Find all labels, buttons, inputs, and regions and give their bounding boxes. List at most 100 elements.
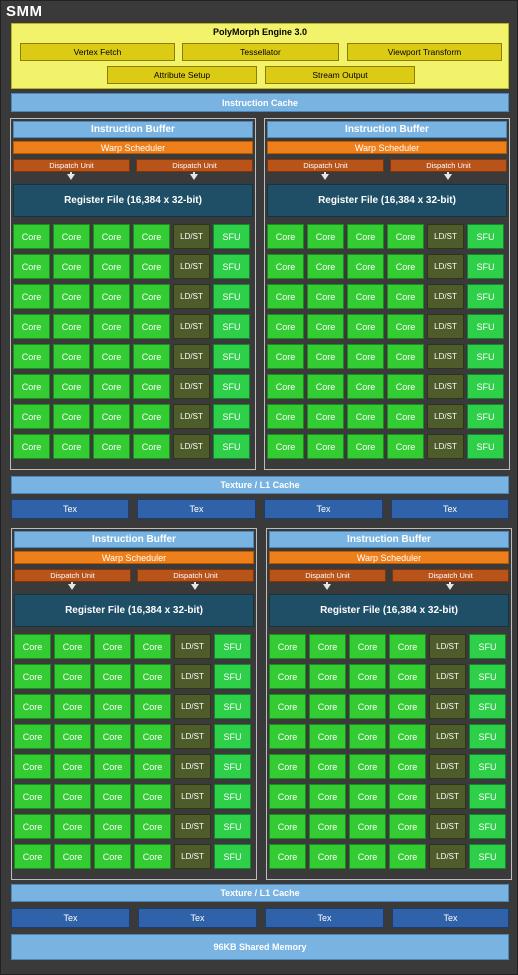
- core-unit: Core: [53, 314, 90, 339]
- core-unit: Core: [267, 284, 304, 309]
- ldst-unit: LD/ST: [174, 694, 211, 719]
- smm-title: SMM: [6, 3, 43, 20]
- warp-scheduler: Warp Scheduler: [14, 551, 254, 564]
- core-unit: Core: [269, 784, 306, 809]
- sfu-unit: SFU: [213, 314, 250, 339]
- texture-l1-cache-top: Texture / L1 Cache: [11, 476, 509, 494]
- core-unit: Core: [309, 844, 346, 869]
- core-unit: Core: [307, 314, 344, 339]
- core-unit: Core: [94, 634, 131, 659]
- ldst-unit: LD/ST: [429, 844, 466, 869]
- core-unit: Core: [347, 284, 384, 309]
- sfu-unit: SFU: [214, 814, 251, 839]
- down-arrow-icon: [190, 174, 198, 180]
- core-unit: Core: [14, 724, 51, 749]
- core-unit: Core: [307, 344, 344, 369]
- ldst-unit: LD/ST: [173, 314, 210, 339]
- core-unit: Core: [349, 844, 386, 869]
- dispatch-unit: Dispatch Unit: [14, 569, 131, 582]
- sfu-unit: SFU: [469, 844, 506, 869]
- smm-processing-block: Instruction Buffer Warp Scheduler Dispatch…: [264, 118, 510, 470]
- core-unit: Core: [267, 314, 304, 339]
- sfu-unit: SFU: [469, 754, 506, 779]
- core-unit: Core: [309, 634, 346, 659]
- core-unit: Core: [387, 344, 424, 369]
- core-unit: Core: [133, 314, 170, 339]
- core-unit: Core: [347, 434, 384, 459]
- core-unit: Core: [54, 844, 91, 869]
- core-unit: Core: [347, 224, 384, 249]
- core-unit: Core: [93, 404, 130, 429]
- ldst-unit: LD/ST: [174, 664, 211, 689]
- core-unit: Core: [54, 724, 91, 749]
- ldst-unit: LD/ST: [427, 224, 464, 249]
- core-unit: Core: [133, 284, 170, 309]
- sfu-unit: SFU: [467, 254, 504, 279]
- ldst-unit: LD/ST: [429, 694, 466, 719]
- core-unit: Core: [53, 344, 90, 369]
- ldst-unit: LD/ST: [429, 784, 466, 809]
- core-unit: Core: [94, 694, 131, 719]
- arrow-stem: [70, 172, 72, 175]
- core-unit: Core: [307, 284, 344, 309]
- core-unit: Core: [134, 634, 171, 659]
- core-unit: Core: [54, 814, 91, 839]
- dispatch-unit: Dispatch Unit: [137, 569, 254, 582]
- core-unit: Core: [309, 814, 346, 839]
- sfu-unit: SFU: [467, 344, 504, 369]
- core-unit: Core: [93, 344, 130, 369]
- core-unit: Core: [53, 434, 90, 459]
- core-unit: Core: [133, 404, 170, 429]
- core-unit: Core: [13, 224, 50, 249]
- polymorph-engine: PolyMorph Engine 3.0 Vertex Fetch Tessel…: [11, 23, 509, 89]
- core-unit: Core: [389, 784, 426, 809]
- ldst-unit: LD/ST: [174, 784, 211, 809]
- core-unit: Core: [307, 254, 344, 279]
- ldst-unit: LD/ST: [427, 284, 464, 309]
- sfu-unit: SFU: [214, 724, 251, 749]
- smm-processing-block: Instruction Buffer Warp Scheduler Dispatch…: [11, 528, 257, 880]
- core-unit: Core: [93, 284, 130, 309]
- core-unit: Core: [134, 694, 171, 719]
- ldst-unit: LD/ST: [173, 344, 210, 369]
- warp-scheduler: Warp Scheduler: [13, 141, 253, 154]
- vertex-fetch: Vertex Fetch: [20, 43, 175, 61]
- core-unit: Core: [53, 254, 90, 279]
- down-arrow-icon: [446, 584, 454, 590]
- core-unit: Core: [267, 224, 304, 249]
- core-unit: Core: [134, 754, 171, 779]
- tex-unit: Tex: [264, 499, 383, 519]
- sfu-unit: SFU: [469, 664, 506, 689]
- viewport-transform: Viewport Transform: [347, 43, 502, 61]
- core-unit: Core: [347, 374, 384, 399]
- core-unit: Core: [94, 814, 131, 839]
- core-unit: Core: [389, 634, 426, 659]
- core-unit: Core: [309, 694, 346, 719]
- core-unit: Core: [349, 634, 386, 659]
- core-unit: Core: [387, 434, 424, 459]
- core-unit: Core: [267, 374, 304, 399]
- down-arrow-icon: [68, 584, 76, 590]
- core-unit: Core: [53, 284, 90, 309]
- core-unit: Core: [267, 254, 304, 279]
- core-unit: Core: [349, 754, 386, 779]
- ldst-unit: LD/ST: [174, 754, 211, 779]
- core-unit: Core: [93, 314, 130, 339]
- core-unit: Core: [269, 634, 306, 659]
- warp-scheduler: Warp Scheduler: [269, 551, 509, 564]
- core-unit: Core: [347, 404, 384, 429]
- sfu-unit: SFU: [214, 784, 251, 809]
- core-unit: Core: [134, 814, 171, 839]
- core-unit: Core: [269, 724, 306, 749]
- core-unit: Core: [349, 694, 386, 719]
- core-unit: Core: [54, 784, 91, 809]
- core-unit: Core: [13, 434, 50, 459]
- core-unit: Core: [54, 634, 91, 659]
- sfu-unit: SFU: [467, 224, 504, 249]
- core-unit: Core: [133, 434, 170, 459]
- instruction-buffer: Instruction Buffer: [269, 531, 509, 548]
- core-unit: Core: [349, 814, 386, 839]
- ldst-unit: LD/ST: [174, 724, 211, 749]
- sfu-unit: SFU: [213, 254, 250, 279]
- down-arrow-icon: [67, 174, 75, 180]
